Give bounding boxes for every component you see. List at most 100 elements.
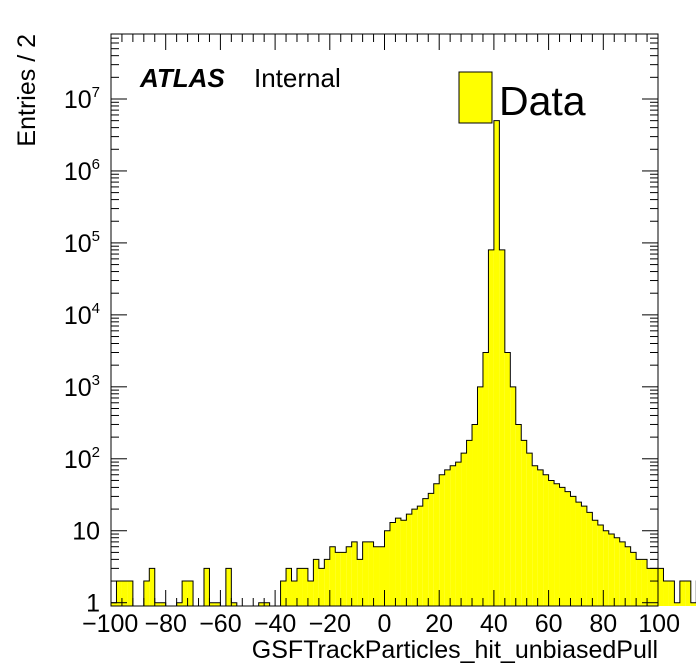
y-tick-label: 107 <box>64 84 100 114</box>
histogram-bar <box>641 559 648 606</box>
histogram-bar <box>296 568 303 606</box>
y-tick-label: 103 <box>64 372 100 402</box>
histogram-bar <box>379 546 385 606</box>
histogram-bar <box>111 602 117 606</box>
histogram-bar <box>603 530 609 606</box>
histogram-bar <box>121 581 128 606</box>
x-axis-title: GSFTrackParticles_hit_unbiasedPull <box>252 636 658 664</box>
histogram-bar <box>652 568 658 606</box>
histogram-bar <box>160 602 166 606</box>
histogram-bar <box>461 453 467 606</box>
histogram-bar <box>417 506 423 606</box>
histogram-bar <box>313 559 319 606</box>
histogram-bar <box>647 568 653 606</box>
histogram-bar <box>127 581 133 606</box>
histogram-bar <box>176 602 183 606</box>
histogram-bar <box>335 552 341 606</box>
histogram-bars <box>111 120 696 607</box>
histogram-bar <box>581 506 587 606</box>
y-axis-title: Entries / 2 <box>13 34 41 147</box>
histogram-bar <box>499 249 505 606</box>
x-tick-label: 80 <box>589 610 617 638</box>
y-tick-label: 1 <box>86 590 100 618</box>
histogram-bar <box>521 440 527 606</box>
histogram-bar <box>504 352 511 606</box>
histogram-bar <box>488 249 494 606</box>
histogram-bar <box>455 462 462 606</box>
histogram-bar <box>614 537 620 606</box>
x-tick-label: −80 <box>144 610 186 638</box>
histogram-bar <box>586 512 593 606</box>
histogram-bar <box>368 541 374 606</box>
histogram-bar <box>154 602 161 606</box>
histogram-bar <box>510 386 516 606</box>
histogram-bar <box>346 546 352 606</box>
histogram-bar <box>466 440 473 606</box>
histogram-bar <box>318 568 325 606</box>
histogram-bar <box>619 541 626 606</box>
histogram-bar <box>280 581 287 606</box>
histogram-bar <box>630 552 637 606</box>
histogram-bar <box>537 469 544 606</box>
histogram-bar <box>625 546 631 606</box>
histogram-bar <box>329 546 336 606</box>
legend-swatch-data <box>458 71 493 124</box>
histogram-bar <box>559 487 566 606</box>
histogram-bar <box>685 581 691 606</box>
atlas-label: ATLAS <box>139 63 225 93</box>
histogram-bar <box>444 469 451 606</box>
x-tick-label: 0 <box>378 610 392 638</box>
x-tick-label: −60 <box>199 610 241 638</box>
histogram-bar <box>422 498 429 606</box>
histogram-bar <box>406 514 412 606</box>
histogram-bar <box>214 602 221 606</box>
histogram-bar <box>324 559 330 606</box>
y-tick-label: 104 <box>64 300 100 330</box>
x-tick-label: 60 <box>535 610 563 638</box>
histogram-bar <box>116 581 122 606</box>
y-tick-labels: 1 10 102 103 104 105 106 107 <box>64 84 100 618</box>
histogram-bar <box>493 120 500 606</box>
histogram-bar <box>384 530 390 606</box>
histogram-bar <box>674 602 680 606</box>
x-tick-label: −40 <box>254 610 296 638</box>
histogram-bar <box>565 491 571 606</box>
histogram-bar <box>340 552 347 606</box>
y-tick-label: 102 <box>64 444 100 474</box>
x-tick-labels: −100 −80 −60 −40 −20 0 20 40 60 80 100 <box>82 610 680 638</box>
histogram-bar <box>543 474 549 606</box>
legend-label-data: Data <box>499 78 586 124</box>
histogram-bar <box>690 602 696 606</box>
histogram-bar <box>658 568 664 606</box>
histogram-bar <box>532 465 538 606</box>
histogram-bar <box>307 581 314 606</box>
histogram-bar <box>258 602 265 606</box>
histogram-bar <box>182 581 188 606</box>
y-tick-label: 105 <box>64 228 100 258</box>
x-tick-label: −20 <box>309 610 351 638</box>
histogram-bar <box>209 602 215 606</box>
histogram-bar <box>264 602 270 606</box>
histogram-bar <box>428 493 434 606</box>
histogram-bar <box>357 559 363 606</box>
histogram-bar <box>575 502 582 606</box>
legend: Data <box>458 71 586 124</box>
histogram-bar <box>225 568 232 606</box>
histogram-bar <box>231 602 237 606</box>
histogram-bar <box>663 581 669 606</box>
histogram-bar <box>400 520 407 606</box>
histogram-bar <box>668 581 675 606</box>
y-tick-label: 106 <box>64 156 100 186</box>
histogram-bar <box>286 568 292 606</box>
histogram-bar <box>203 568 210 606</box>
histogram-bar <box>439 474 445 606</box>
x-tick-label: 20 <box>425 610 453 638</box>
x-tick-label: 100 <box>638 610 680 638</box>
histogram-bar <box>592 520 598 606</box>
histogram-bar <box>362 541 369 606</box>
histogram-bar <box>472 424 478 606</box>
histogram-bar <box>636 559 642 606</box>
histogram-bar <box>411 509 418 606</box>
histogram-bar <box>433 483 440 606</box>
